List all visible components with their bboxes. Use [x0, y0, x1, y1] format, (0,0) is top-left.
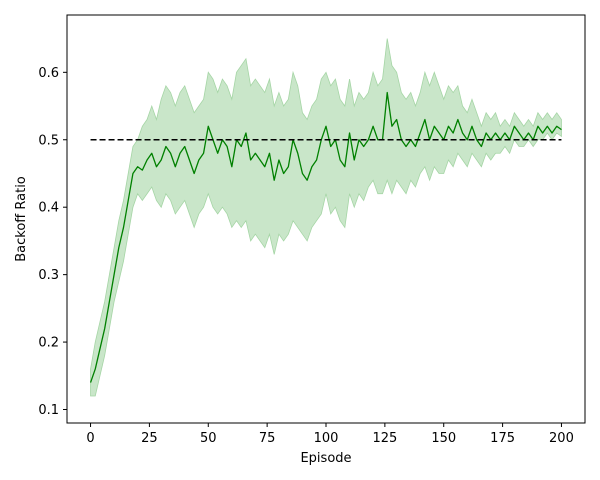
x-tick-label: 200: [549, 431, 574, 446]
x-tick-label: 150: [431, 431, 456, 446]
y-tick-label: 0.3: [38, 268, 59, 283]
y-axis-ticks: 0.1 0.2 0.3 0.4 0.5 0.6: [38, 66, 67, 418]
y-tick-label: 0.6: [38, 66, 59, 81]
x-tick-label: 75: [259, 431, 276, 446]
y-axis-label: Backoff Ratio: [14, 176, 29, 262]
confidence-band: [90, 38, 562, 397]
x-axis-label: Episode: [300, 451, 351, 466]
x-tick-label: 175: [490, 431, 515, 446]
backoff-ratio-line: [89, 91, 562, 383]
y-tick-label: 0.1: [38, 403, 59, 418]
series-line-layer: [89, 91, 562, 383]
x-tick-label: 50: [200, 431, 217, 446]
x-tick-label: 0: [86, 431, 94, 446]
y-tick-label: 0.2: [38, 336, 59, 351]
y-tick-label: 0.5: [38, 133, 59, 148]
y-tick-label: 0.4: [38, 201, 59, 216]
x-tick-label: 100: [314, 431, 339, 446]
x-tick-label: 125: [372, 431, 397, 446]
confidence-band-layer: [90, 38, 562, 397]
x-axis-ticks: 0 25 50 75 100 125 150 175 200: [86, 423, 574, 446]
x-tick-label: 25: [141, 431, 158, 446]
